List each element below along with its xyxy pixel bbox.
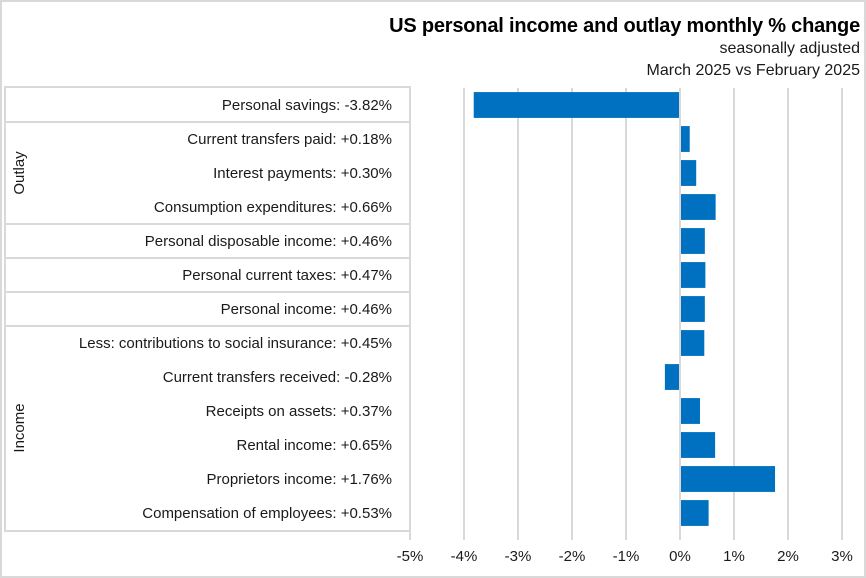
- chart-header: US personal income and outlay monthly % …: [389, 14, 860, 82]
- gridlines: [409, 88, 843, 540]
- x-tick-label: -5%: [397, 548, 424, 565]
- x-tick-label: 1%: [723, 548, 745, 565]
- category-label-table: Outlay Income Personal savings: -3.82% Curr…: [4, 86, 411, 532]
- bar-consumption-expenditures: [681, 194, 716, 220]
- bar-interest-payments: [681, 160, 697, 186]
- category-label: Interest payments: +0.30%: [213, 165, 392, 182]
- chart-title: US personal income and outlay monthly % …: [389, 15, 860, 37]
- x-tick-label: 2%: [777, 548, 799, 565]
- chart-subtitle-period: March 2025 vs February 2025: [646, 62, 860, 79]
- category-label: Current transfers received: -0.28%: [163, 369, 392, 386]
- x-axis-tick-labels: -5% -4% -3% -2% -1% 0% 1% 2% 3%: [397, 548, 853, 565]
- category-label: Personal savings: -3.82%: [222, 97, 392, 114]
- x-tick-label: -1%: [613, 548, 640, 565]
- bar-receipts-on-assets: [681, 398, 700, 424]
- category-label: Current transfers paid: +0.18%: [187, 131, 392, 148]
- category-label: Rental income: +0.65%: [236, 437, 392, 454]
- category-label: Receipts on assets: +0.37%: [206, 403, 392, 420]
- group-label-outlay: Outlay: [11, 151, 28, 195]
- group-label-income: Income: [11, 403, 28, 452]
- x-tick-label: 0%: [669, 548, 691, 565]
- x-tick-label: -2%: [559, 548, 586, 565]
- bar-personal-disposable-income: [681, 228, 705, 254]
- category-label: Personal income: +0.46%: [221, 301, 392, 318]
- bar-personal-savings: [473, 92, 679, 118]
- bar-current-transfers-received: [664, 364, 679, 390]
- bar-personal-income: [681, 296, 705, 322]
- category-label: Proprietors income: +1.76%: [206, 471, 392, 488]
- category-label: Personal disposable income: +0.46%: [145, 233, 392, 250]
- bar-personal-current-taxes: [681, 262, 706, 288]
- bar-current-transfers-paid: [681, 126, 690, 152]
- x-tick-label: 3%: [831, 548, 853, 565]
- bar-rental-income: [681, 432, 716, 458]
- category-label: Less: contributions to social insurance:…: [79, 335, 392, 352]
- bar-less-contributions-to-social-insurance: [681, 330, 705, 356]
- category-label: Personal current taxes: +0.47%: [182, 267, 392, 284]
- bar-compensation-of-employees: [681, 500, 709, 526]
- x-tick-label: -3%: [505, 548, 532, 565]
- x-tick-label: -4%: [451, 548, 478, 565]
- bars: [473, 92, 776, 526]
- category-label: Consumption expenditures: +0.66%: [154, 199, 392, 216]
- chart-subtitle-adjustment: seasonally adjusted: [719, 40, 860, 57]
- bar-proprietors-income: [681, 466, 776, 492]
- category-label: Compensation of employees: +0.53%: [142, 505, 392, 522]
